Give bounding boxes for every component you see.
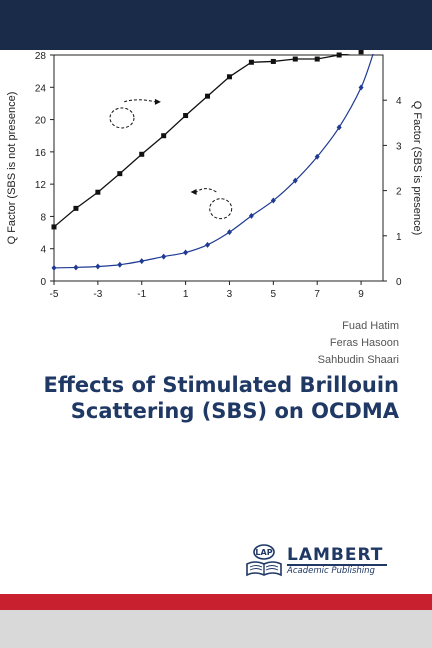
lap-logo-text: LAP [255, 548, 272, 557]
diamond-marker [336, 124, 342, 131]
diamond-marker [226, 229, 232, 236]
author-name: Sahbudin Shaari [317, 354, 399, 366]
series-not-presence-line [54, 54, 351, 228]
y-tick-label: 24 [35, 83, 47, 94]
diamond-marker [183, 249, 189, 256]
diamond-marker [358, 84, 364, 91]
square-marker [117, 171, 123, 177]
diamond-marker [117, 261, 123, 268]
x-tick-label: 1 [183, 289, 189, 300]
publisher-subtitle: Academic Publishing [287, 566, 375, 576]
square-marker [161, 133, 167, 139]
bottom-red-stripe [0, 594, 432, 610]
y2-tick-label: 0 [396, 277, 402, 288]
x-tick-label: -5 [50, 289, 59, 300]
square-marker [270, 58, 276, 64]
annotation-oval-right [209, 198, 233, 220]
plot-frame [53, 54, 384, 282]
y2-tick-label: 1 [396, 232, 402, 243]
square-marker [248, 59, 254, 65]
square-marker [226, 74, 232, 80]
y2-tick-label: 3 [396, 141, 402, 152]
x-tick-label: -3 [93, 289, 102, 300]
square-marker [51, 224, 57, 230]
square-marker [358, 50, 364, 55]
y-tick-label: 28 [35, 51, 47, 62]
diamond-marker [292, 177, 298, 184]
diamond-marker [314, 153, 320, 160]
series-presence-line [54, 54, 374, 269]
diamond-marker [51, 264, 57, 271]
x-tick-label: 3 [227, 289, 233, 300]
square-marker [292, 56, 298, 62]
y-tick-label: 4 [40, 245, 46, 256]
lap-book-icon: LAP [246, 544, 282, 577]
square-marker [139, 151, 145, 157]
y-axis-label: Q Factor (SBS is not presence) [6, 92, 18, 245]
diamond-marker [205, 241, 211, 248]
y2-tick-label: 4 [396, 96, 402, 107]
y2-axis-label: Q Factor (SBS is presence) [411, 101, 423, 236]
x-tick-label: -1 [137, 289, 146, 300]
x-tick-label: 7 [314, 289, 320, 300]
publisher-logo: LAP LAMBERT Academic Publishing [243, 542, 391, 580]
square-marker [205, 93, 211, 99]
annotation-arrow-line [124, 99, 156, 103]
annotation-oval-left [109, 107, 135, 129]
arrow-left-icon [190, 188, 197, 195]
publisher-name: LAMBERT [287, 545, 384, 565]
author-list: Fuad Hatim Feras Hasoon Sahbudin Shaari [318, 318, 399, 369]
author-name: Fuad Hatim [342, 320, 399, 332]
square-marker [336, 52, 342, 58]
y-tick-label: 20 [35, 116, 47, 127]
publisher-rule [287, 564, 387, 566]
diamond-marker [270, 197, 276, 204]
annotation-arrow-line [196, 188, 217, 193]
diamond-marker [248, 212, 254, 219]
y-tick-label: 8 [40, 212, 46, 223]
y-tick-label: 12 [35, 180, 47, 191]
top-band [0, 0, 432, 50]
y-tick-label: 0 [40, 277, 46, 288]
square-marker [95, 189, 101, 195]
y2-tick-label: 2 [396, 187, 402, 198]
diamond-marker [161, 253, 167, 260]
bottom-band [0, 594, 432, 648]
diamond-marker [139, 258, 145, 265]
square-marker [183, 113, 189, 119]
arrow-right-icon [154, 98, 161, 105]
diamond-marker [95, 263, 101, 270]
diamond-marker [73, 264, 79, 271]
author-name: Feras Hasoon [329, 337, 399, 349]
square-marker [314, 56, 320, 62]
bottom-grey-stripe [0, 610, 432, 648]
x-tick-label: 5 [271, 289, 277, 300]
y-tick-label: 16 [35, 148, 47, 159]
x-tick-label: 9 [358, 289, 364, 300]
square-marker [73, 205, 79, 211]
book-title: Effects of Stimulated Brillouin Scatteri… [43, 373, 399, 423]
